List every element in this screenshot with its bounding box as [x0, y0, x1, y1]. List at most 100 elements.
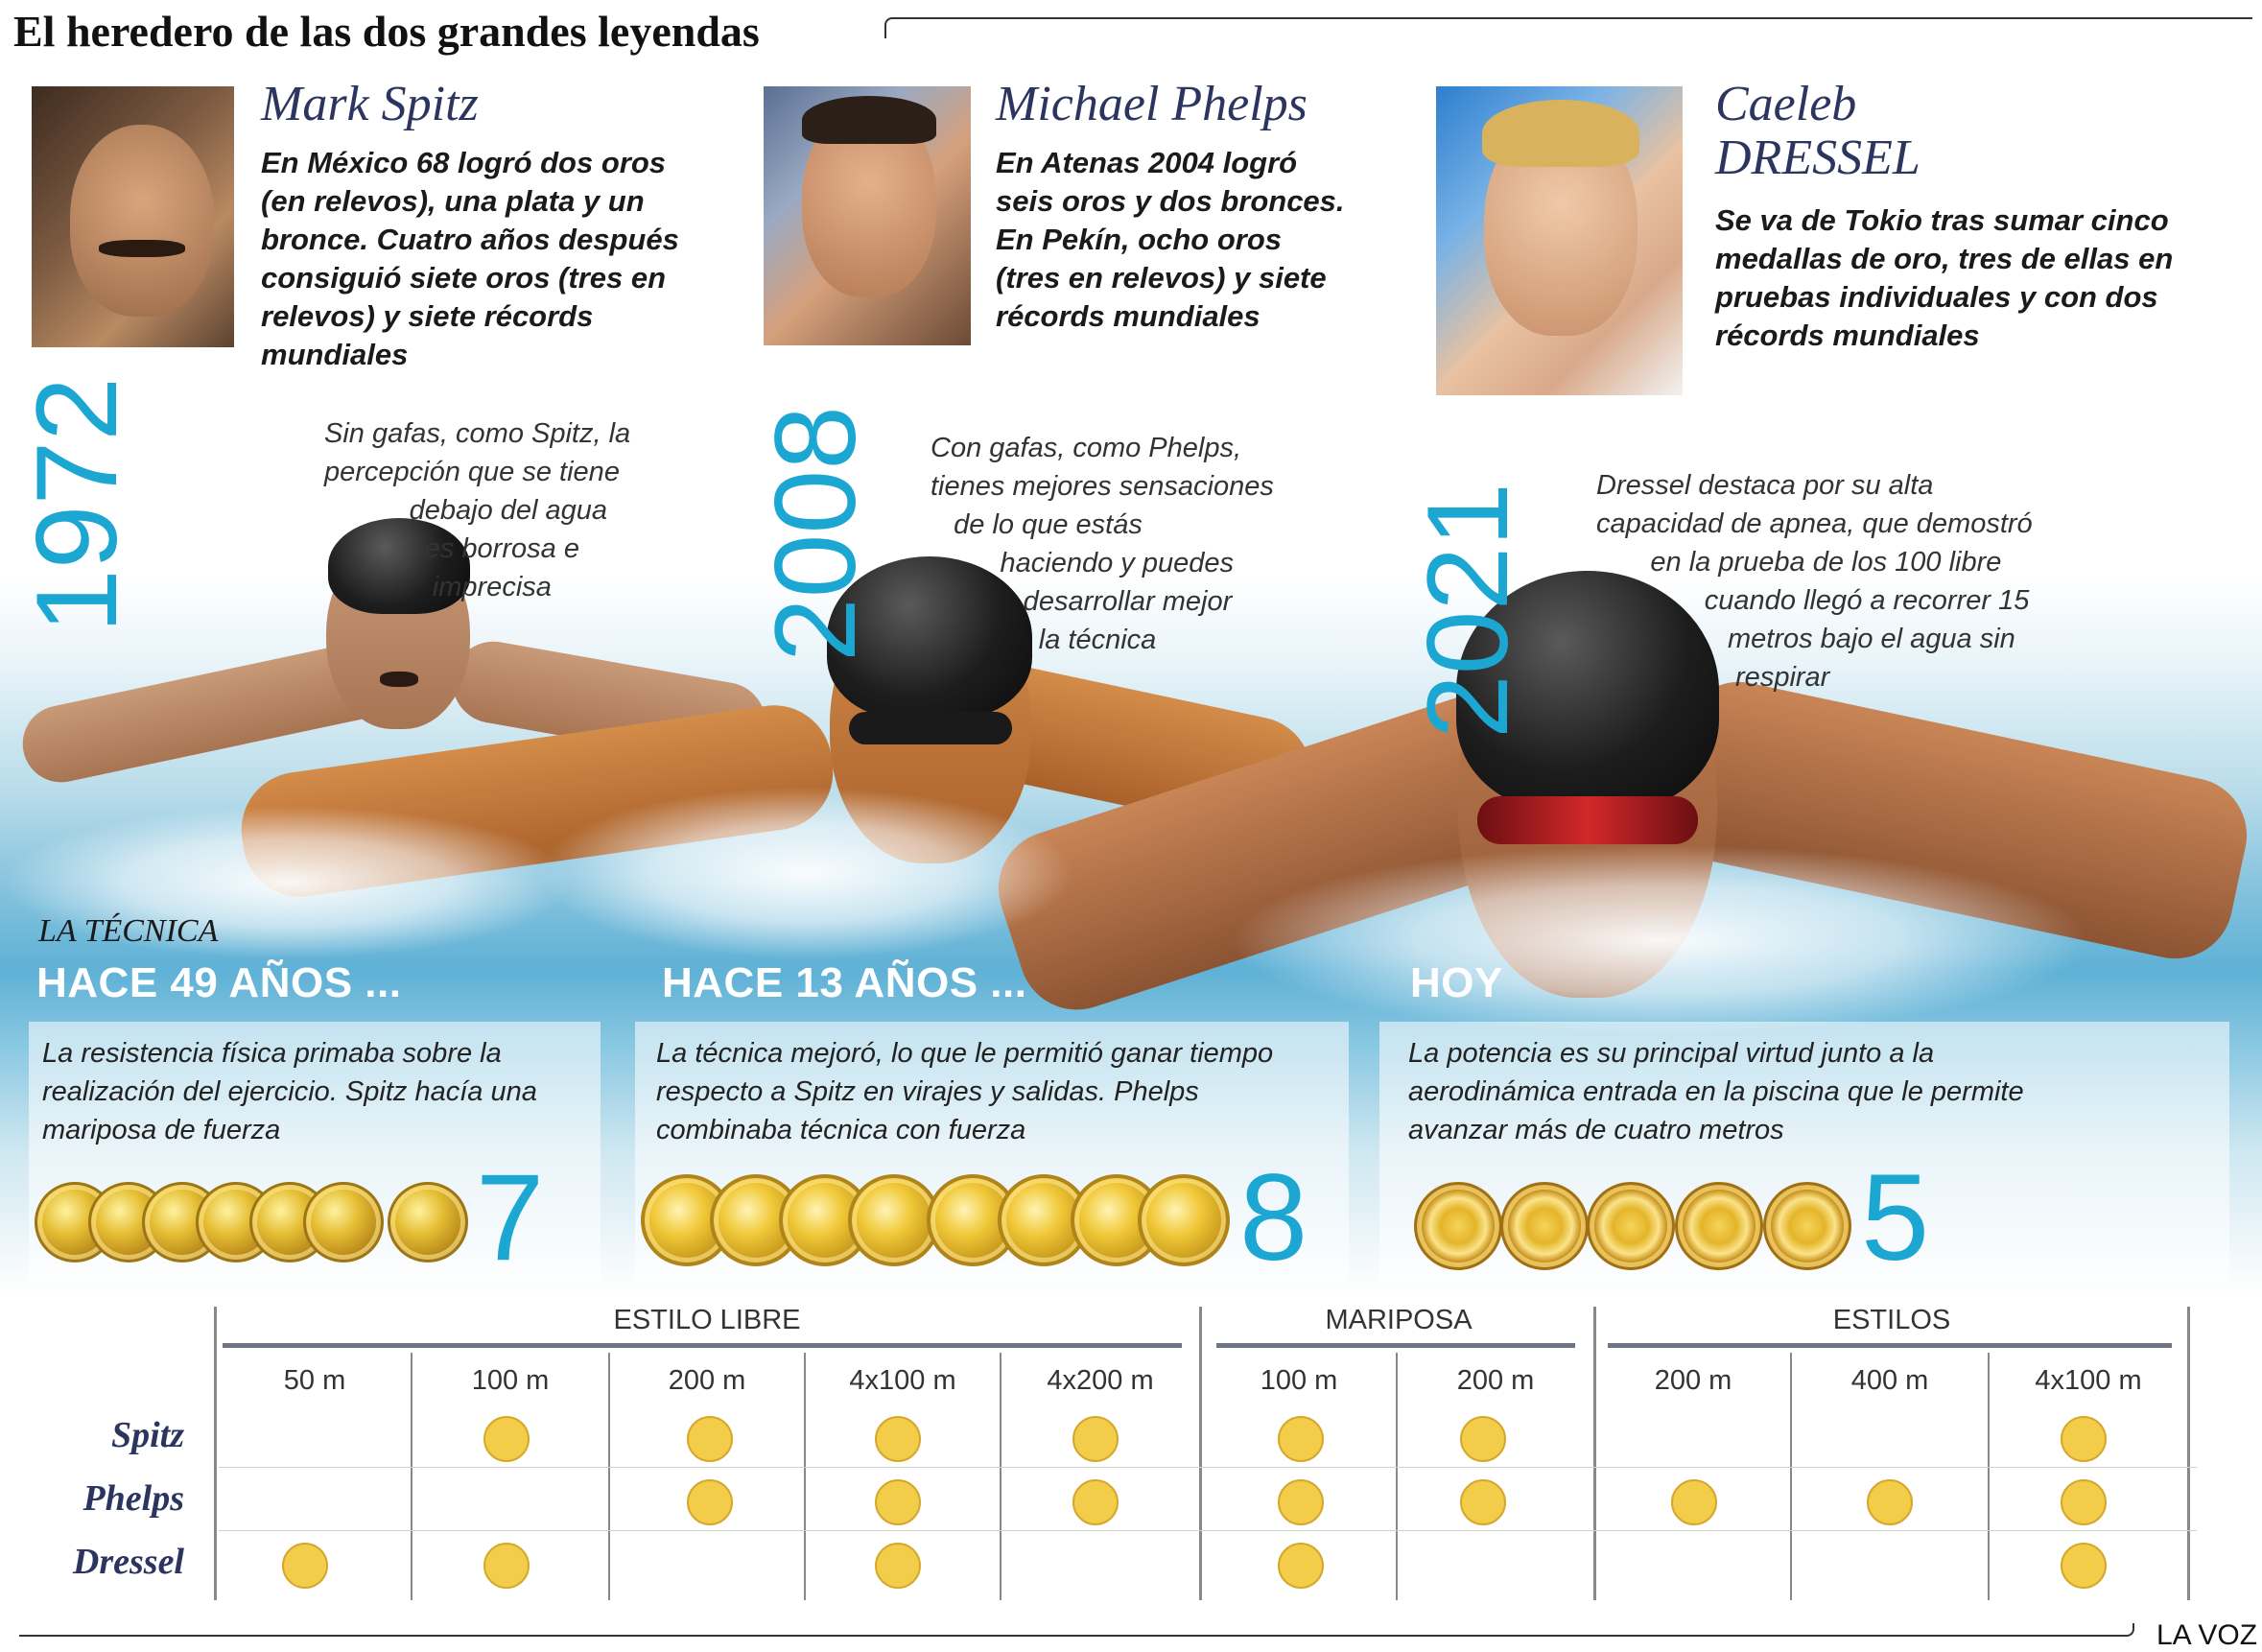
- gold-dot-dressel-1: [483, 1543, 530, 1589]
- column-divider: [1988, 1353, 1990, 1600]
- gold-medal: [1587, 1182, 1675, 1270]
- spitz-description: En México 68 logró dos oros (en relevos)…: [261, 146, 679, 371]
- table-border-left: [214, 1307, 217, 1600]
- credit: LA VOZ: [2156, 1619, 2258, 1651]
- dressel-quote: Dressel destaca por su alta capacidad de…: [1596, 470, 2033, 693]
- column-divider: [411, 1353, 412, 1600]
- dressel-name-last: DRESSEL: [1715, 130, 1920, 185]
- col-label: 4x100 m: [849, 1365, 956, 1396]
- gold-dot-spitz-3: [875, 1416, 921, 1462]
- dressel-portrait: [1436, 86, 1683, 395]
- era-text-2: La técnica mejoró, lo que le permitió ga…: [656, 1038, 1274, 1145]
- gold-dot-dressel-0: [282, 1543, 328, 1589]
- phelps-description: En Atenas 2004 logró seis oros y dos bro…: [996, 146, 1345, 333]
- phelps-goggles: [849, 712, 1012, 744]
- era-text-3: La potencia es su principal virtud junto…: [1408, 1038, 2024, 1145]
- group-rule: [1216, 1343, 1575, 1348]
- gold-medal: [1138, 1174, 1230, 1266]
- gold-medal: [1414, 1182, 1502, 1270]
- phelps-name: Michael Phelps: [996, 77, 1308, 131]
- gold-dot-phelps-8: [1867, 1479, 1913, 1525]
- gold-medal: [303, 1182, 384, 1263]
- group-label-medley: ESTILOS: [1832, 1305, 1951, 1335]
- column-divider: [1790, 1353, 1792, 1600]
- col-label: 400 m: [1850, 1365, 1929, 1396]
- group-divider: [1593, 1307, 1596, 1600]
- column-divider: [1000, 1353, 1001, 1600]
- phelps-medal-count: 8: [1239, 1149, 1308, 1286]
- spitz-medal-count: 7: [476, 1149, 545, 1286]
- gold-dot-spitz-2: [687, 1416, 733, 1462]
- page-title: El heredero de las dos grandes leyendas: [13, 7, 760, 56]
- gold-medal: [388, 1182, 468, 1263]
- table-border-right: [2187, 1307, 2190, 1600]
- gold-medal: [710, 1174, 802, 1266]
- gold-dot-spitz-4: [1072, 1416, 1119, 1462]
- column-divider: [804, 1353, 806, 1600]
- gold-medal: [1675, 1182, 1763, 1270]
- group-rule: [223, 1343, 1182, 1348]
- water-splash: [0, 806, 576, 959]
- era-text-1: La resistencia física primaba sobre la r…: [42, 1038, 537, 1145]
- row-separator: [219, 1530, 2197, 1531]
- gold-dot-dressel-5: [1278, 1543, 1324, 1589]
- era-heading-2: HACE 13 AÑOS ...: [662, 959, 1027, 1006]
- group-divider: [1199, 1307, 1202, 1600]
- footer-rule: [19, 1623, 2134, 1637]
- gold-dot-phelps-2: [687, 1479, 733, 1525]
- group-label-butterfly: MARIPOSA: [1325, 1305, 1473, 1335]
- col-label: 200 m: [1456, 1365, 1535, 1396]
- gold-dot-spitz-9: [2061, 1416, 2107, 1462]
- gold-dot-phelps-4: [1072, 1479, 1119, 1525]
- gold-dot-phelps-6: [1460, 1479, 1506, 1525]
- title-rule: [884, 17, 2252, 38]
- gold-dot-phelps-3: [875, 1479, 921, 1525]
- era-heading-1: HACE 49 AÑOS ...: [36, 959, 402, 1006]
- spitz-mustache: [380, 672, 418, 687]
- spitz-name: Mark Spitz: [261, 77, 479, 131]
- gold-dot-phelps-5: [1278, 1479, 1324, 1525]
- gold-medal: [1763, 1182, 1851, 1270]
- gold-medal: [1500, 1182, 1589, 1270]
- spitz-quote: Sin gafas, como Spitz, la percepción que…: [324, 418, 631, 602]
- spitz-portrait: [32, 86, 234, 347]
- group-rule: [1608, 1343, 2172, 1348]
- col-label: 100 m: [1260, 1365, 1338, 1396]
- col-label: 50 m: [283, 1365, 346, 1396]
- gold-dot-phelps-9: [2061, 1479, 2107, 1525]
- col-label: 200 m: [668, 1365, 746, 1396]
- col-label: 4x200 m: [1047, 1365, 1154, 1396]
- gold-dot-dressel-3: [875, 1543, 921, 1589]
- col-label: 100 m: [471, 1365, 550, 1396]
- row-label-phelps: Phelps: [82, 1478, 184, 1519]
- row-label-dressel: Dressel: [72, 1542, 184, 1582]
- year-2008: 2008: [751, 406, 880, 662]
- dressel-description: Se va de Tokio tras sumar cinco medallas…: [1715, 203, 2174, 352]
- gold-dot-spitz-5: [1278, 1416, 1324, 1462]
- column-divider: [608, 1353, 610, 1600]
- gold-dot-spitz-6: [1460, 1416, 1506, 1462]
- row-label-spitz: Spitz: [110, 1415, 184, 1455]
- col-label: 200 m: [1654, 1365, 1732, 1396]
- dressel-medal-count: 5: [1861, 1149, 1930, 1286]
- water-splash: [537, 787, 1074, 959]
- dressel-goggles: [1477, 796, 1698, 844]
- phelps-quote: Con gafas, como Phelps, tienes mejores s…: [931, 433, 1274, 655]
- technique-label: LA TÉCNICA: [38, 913, 219, 949]
- col-label: 4x100 m: [2035, 1365, 2142, 1396]
- year-1972: 1972: [12, 377, 141, 633]
- gold-dot-spitz-1: [483, 1416, 530, 1462]
- group-label-freestyle: ESTILO LIBRE: [613, 1305, 801, 1335]
- gold-dot-dressel-9: [2061, 1543, 2107, 1589]
- water-splash: [1228, 844, 2091, 1036]
- phelps-portrait: [764, 86, 971, 345]
- dressel-swim-cap: [1456, 571, 1719, 811]
- gold-dot-phelps-7: [1671, 1479, 1717, 1525]
- phelps-swim-cap: [827, 556, 1032, 720]
- row-separator: [219, 1467, 2197, 1468]
- year-2021: 2021: [1403, 483, 1532, 739]
- column-divider: [1396, 1353, 1398, 1600]
- dressel-name-first: Caeleb: [1715, 77, 1857, 131]
- era-heading-3: HOY: [1410, 959, 1503, 1006]
- spitz-swim-cap: [328, 518, 470, 614]
